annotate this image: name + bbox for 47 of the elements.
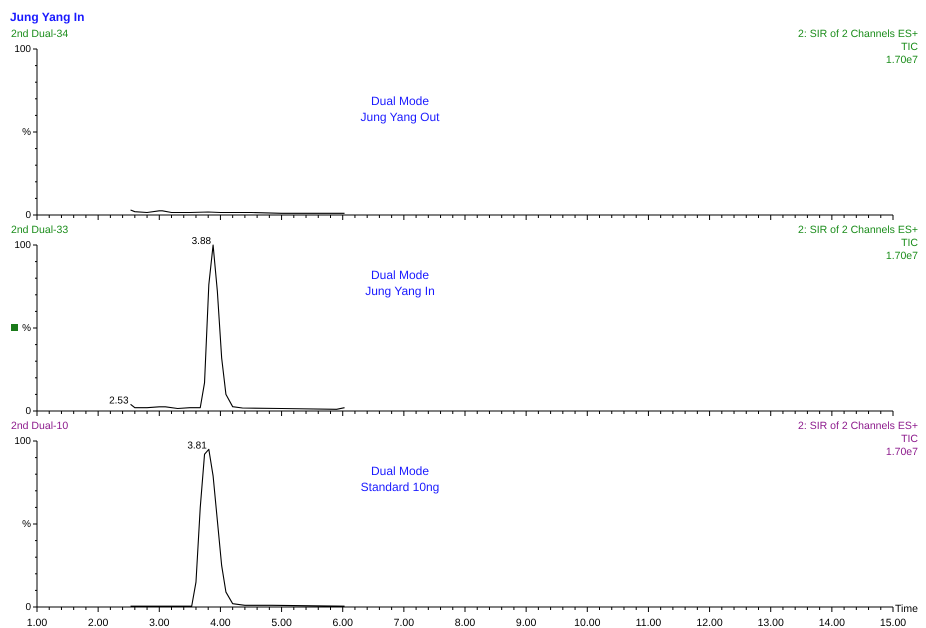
x-tick-label: 12.00: [696, 617, 723, 628]
text: 2: SIR of 2 Channels ES+: [798, 420, 918, 432]
x-tick-label: 9.00: [516, 617, 537, 628]
chart-subtitle: 2nd Dual-34: [11, 28, 68, 40]
text: TIC: [901, 433, 918, 445]
y-tick-label: %: [22, 323, 32, 334]
x-tick-label: 14.00: [818, 617, 846, 628]
y-tick-label: %: [22, 519, 32, 530]
annotation: 3.88: [192, 236, 212, 247]
x-tick-label: 8.00: [454, 617, 476, 628]
annotation: 3.81: [187, 440, 208, 452]
y-tick-label: 100: [14, 44, 32, 56]
x-tick-label: 2.00: [88, 617, 109, 628]
annotation: 2.53: [109, 395, 129, 406]
annotation: 1.70e7: [886, 446, 918, 458]
annotation: Jung Yang Out: [360, 110, 440, 124]
annotation: Dual Mode: [370, 268, 430, 282]
annotation: Dual Mode: [370, 464, 430, 478]
text: TIC: [901, 237, 918, 249]
x-tick-label: 4.00: [210, 617, 231, 628]
x-tick-label: 5.00: [271, 617, 292, 628]
y-tick-label: 0: [25, 406, 32, 418]
y-tick-label: 100: [14, 240, 32, 252]
x-tick-label: 6.00: [332, 617, 354, 628]
annotation: 1.70e7: [886, 54, 918, 66]
annotation: Standard 10ng: [360, 480, 440, 494]
annotation: Dual Mode: [370, 94, 430, 108]
y-tick-label: 0: [25, 602, 32, 614]
x-tick-label: 11.00: [636, 617, 662, 628]
annotation: Jung Yang In: [365, 284, 435, 298]
x-tick-label: 10.00: [574, 617, 601, 628]
x-axis-title: Time: [895, 603, 918, 615]
chart-title: Jung Yang In: [10, 10, 84, 24]
y-tick-label: 100: [14, 436, 32, 448]
x-tick-label: 7.00: [394, 617, 414, 628]
x-tick-label: 15.00: [880, 617, 906, 628]
x-tick-label: 13.00: [758, 617, 784, 628]
y-tick-label: %: [22, 127, 32, 138]
chart-subtitle: 2nd Dual-33: [11, 224, 68, 236]
annotation: 1.70e7: [886, 250, 918, 262]
x-tick-label: 3.00: [149, 617, 170, 628]
text: 2: SIR of 2 Channels ES+: [798, 28, 918, 40]
y-tick-label: 0: [25, 210, 32, 222]
text: 2: SIR of 2 Channels ES+: [798, 224, 918, 236]
text: TIC: [901, 41, 918, 53]
x-tick-label: 1.00: [26, 617, 48, 628]
chart-subtitle: 2nd Dual-10: [11, 420, 68, 432]
